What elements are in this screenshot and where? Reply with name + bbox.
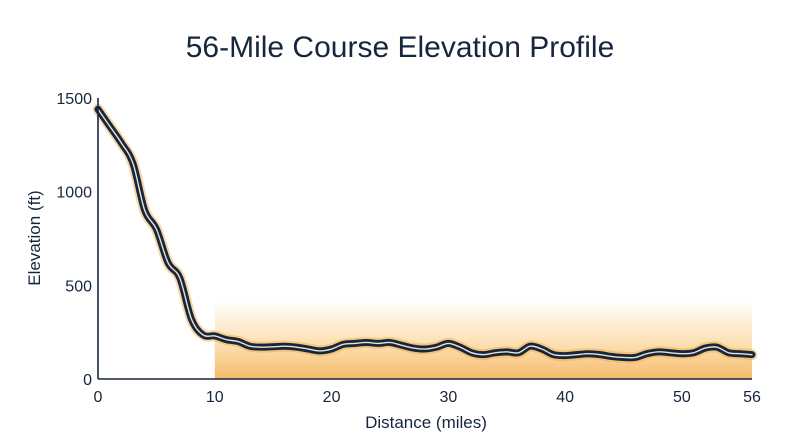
x-tick-label: 40	[556, 389, 574, 406]
y-tick-label: 1500	[56, 91, 92, 108]
x-tick-label: 0	[94, 389, 103, 406]
y-tick-label: 0	[83, 372, 92, 389]
y-axis-label: Elevation (ft)	[25, 190, 44, 285]
highlight-band-layer	[214, 300, 753, 379]
y-tick-labels: 0 500 1000 1500	[56, 91, 92, 389]
y-tick-label: 500	[65, 278, 92, 295]
line-layer	[92, 103, 758, 364]
chart-title: 56-Mile Course Elevation Profile	[186, 31, 615, 64]
x-tick-label: 50	[673, 389, 691, 406]
x-tick-label: 56	[743, 389, 761, 406]
elevation-line-highlight	[97, 108, 753, 359]
highlight-band	[214, 300, 753, 379]
x-tick-label: 20	[323, 389, 341, 406]
x-tick-label: 30	[439, 389, 457, 406]
x-axis-label: Distance (miles)	[365, 413, 487, 432]
x-tick-labels: 0 10 20 30 40 50 56	[94, 389, 761, 406]
x-tick-label: 10	[206, 389, 224, 406]
y-tick-label: 1000	[56, 185, 92, 202]
